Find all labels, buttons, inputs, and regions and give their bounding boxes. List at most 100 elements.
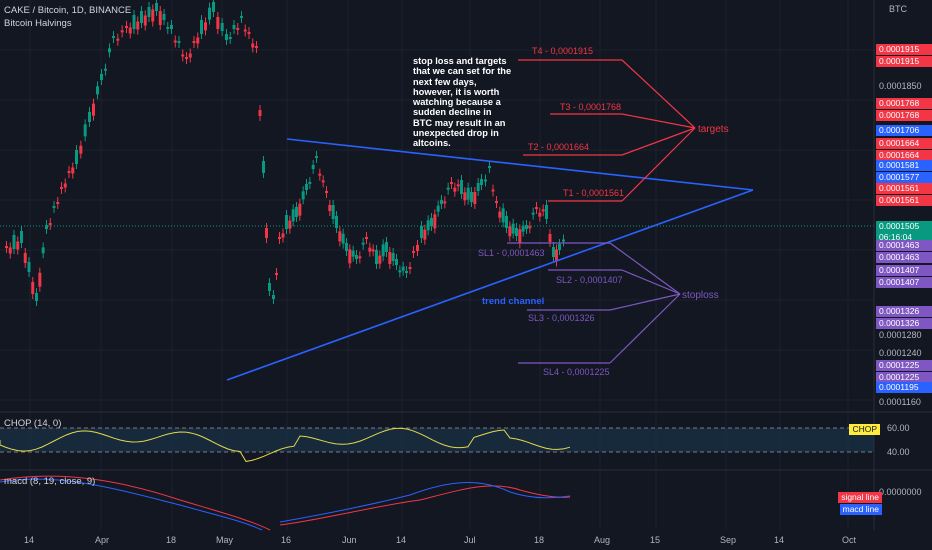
candle-body [220,23,224,31]
candle-body [453,187,457,192]
time-label: 18 [166,535,176,545]
candle-body [430,218,433,226]
candle-body [338,231,342,242]
candle-body [291,209,295,222]
candle-body [281,233,285,238]
candle-body [155,3,158,11]
target-label-t1: T1 - 0,0001561 [563,188,624,198]
candle-body [173,40,177,43]
price-badge: 0.0001581 [876,160,932,171]
candle-body [491,189,495,192]
candle-body [232,25,236,29]
price-badge: 0.0001768 [876,110,932,121]
candle-body [351,250,355,257]
stop-arrow-sl3 [609,293,681,311]
candle-body [395,259,398,265]
candle-body [381,244,385,257]
candle-body [440,200,443,204]
time-label: 16 [281,535,291,545]
candle-body [450,182,453,184]
price-badge: 0.0001561 [876,183,932,194]
time-label: Jul [464,535,476,545]
price-badge: 0.0001577 [876,172,932,183]
chop-title[interactable]: CHOP (14, 0) [4,418,62,429]
candle-body [495,201,498,203]
time-label: 14 [774,535,784,545]
price-badge: 06:16:04 [876,232,932,243]
candle-body [212,2,215,12]
candle-body [196,37,200,44]
candle-body [456,184,460,187]
candle-body [416,245,419,251]
stop-arrow-sl1 [609,242,681,295]
target-levels [518,59,696,202]
candle-body [108,48,111,53]
candle-body [545,205,548,219]
price-tick-3: 0.0001240 [879,348,922,358]
candle-body [52,206,56,208]
candle-body [67,171,71,173]
candle-body [423,229,427,240]
candle-body [41,247,45,254]
target-label-t3: T3 - 0,0001768 [560,102,621,112]
candle-body [177,41,181,43]
upper-trendline[interactable] [286,138,754,191]
candle-body [501,208,505,223]
candle-body [305,184,308,190]
candle-body [401,266,405,271]
candle-body [538,212,542,217]
candle-body [460,180,463,194]
candle-body [518,229,522,244]
target-arrow-t3 [621,113,696,129]
price-badge: 0.0001664 [876,138,932,149]
candle-body [371,249,375,252]
candle-body [158,11,162,25]
candle-body [405,271,408,273]
trend-channel [226,138,754,381]
candle-body [204,22,207,31]
candle-body [140,11,143,23]
candle-body [128,27,132,34]
candle-body [388,252,392,264]
chop-lower-value: 40.00 [887,447,910,457]
candle-body [285,215,288,229]
candle-body [508,226,512,237]
candle-body [341,233,345,244]
candle-body [268,283,271,291]
currency-label: BTC [889,4,908,14]
candle-body [236,28,240,30]
candle-body [251,43,255,48]
macd-title[interactable]: macd (8, 19, close, 9) [4,476,96,487]
macd-line-badge: macd line [839,504,882,515]
candle-body [75,150,78,164]
candle-body [181,54,185,57]
candle-body [136,21,140,30]
candle-body [5,246,8,248]
indicator-title[interactable]: Bitcoin Halvings [4,18,72,29]
candle-body [298,203,302,216]
price-badge: 0.0001407 [876,277,932,288]
candle-body [511,223,515,234]
time-label: May [216,535,234,545]
macd-main-line [0,478,571,531]
candle-body [355,255,358,259]
candle-body [125,26,128,28]
time-label: 14 [396,535,406,545]
candle-body [132,15,136,29]
candle-body [100,74,103,80]
chop-line [0,427,571,462]
stop-label-sl2: SL2 - 0,0001407 [556,275,623,285]
stop-arrow-sl4 [609,293,681,364]
price-tick-4: 0.0001160 [879,397,921,407]
candle-body [426,220,430,231]
candle-body [436,205,440,212]
candle-body [278,237,281,239]
lower-trendline[interactable] [226,189,754,381]
target-label-t4: T4 - 0,0001915 [532,46,593,56]
candle-body [398,270,402,273]
candle-body [321,180,325,183]
candle-body [446,187,450,190]
candle-body [88,112,91,122]
symbol-title[interactable]: CAKE / Bitcoin, 1D, BINANCE [4,5,132,16]
